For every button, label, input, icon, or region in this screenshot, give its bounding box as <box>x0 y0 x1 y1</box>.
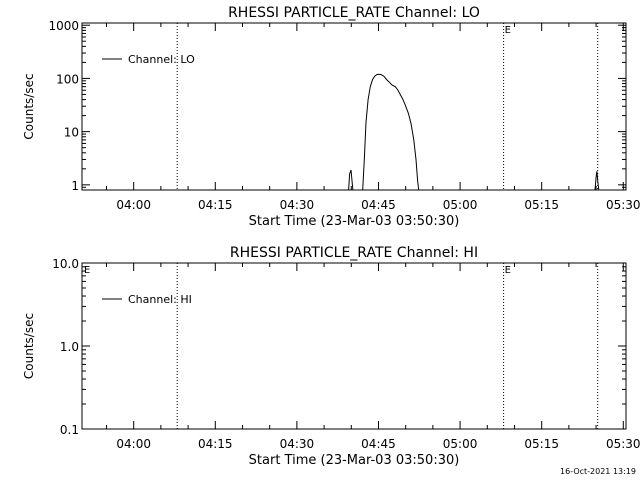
x-tick-label: 05:30 <box>606 198 640 212</box>
x-tick-label: 05:15 <box>524 437 559 451</box>
chart-title: RHESSI PARTICLE_RATE Channel: LO <box>228 5 480 21</box>
y-tick-label: 1000 <box>48 19 79 33</box>
x-tick-label: 04:15 <box>198 437 233 451</box>
series-line <box>594 171 600 191</box>
event-marker-label: E <box>505 25 511 36</box>
y-tick-label: 0.1 <box>60 423 79 437</box>
chart-panel-1: RHESSI PARTICLE_RATE Channel: LO Counts/s… <box>22 5 640 229</box>
y-tick-label: 10.0 <box>52 257 79 271</box>
x-tick-label: 05:00 <box>443 437 478 451</box>
chart-panel-2: RHESSI PARTICLE_RATE Channel: HI Counts/s… <box>22 245 640 468</box>
event-marker-label: E <box>84 265 90 276</box>
plot-frame <box>81 262 627 430</box>
x-axis-label: Start Time (23-Mar-03 03:50:30) <box>249 214 460 229</box>
series-line <box>362 73 420 191</box>
x-tick-label: 04:30 <box>280 437 315 451</box>
series-line <box>348 169 354 191</box>
y-axis-label: Counts/sec <box>22 73 36 139</box>
x-tick-label: 05:30 <box>606 437 640 451</box>
y-tick-label: 100 <box>56 72 79 86</box>
legend-entry: Channel: LO <box>128 53 195 66</box>
legend-entry: Channel: HI <box>128 293 192 306</box>
event-marker-label: E <box>505 265 511 276</box>
x-axis-label: Start Time (23-Mar-03 03:50:30) <box>249 453 460 468</box>
x-tick-label: 04:00 <box>116 437 151 451</box>
y-tick-label: 1.0 <box>60 340 79 354</box>
y-axis-label: Counts/sec <box>22 313 36 379</box>
x-tick-label: 04:45 <box>361 198 396 212</box>
plot-frame <box>81 22 627 191</box>
chart-title: RHESSI PARTICLE_RATE Channel: HI <box>230 245 478 261</box>
x-tick-label: 04:15 <box>198 198 233 212</box>
x-tick-label: 04:30 <box>280 198 315 212</box>
y-tick-label: 10 <box>64 126 79 140</box>
x-tick-label: 05:00 <box>443 198 478 212</box>
footer-timestamp: 16-Oct-2021 13:19 <box>560 467 636 476</box>
x-tick-label: 04:45 <box>361 437 396 451</box>
y-tick-label: 1 <box>71 179 79 193</box>
x-tick-label: 04:00 <box>116 198 151 212</box>
x-tick-label: 05:15 <box>524 198 559 212</box>
